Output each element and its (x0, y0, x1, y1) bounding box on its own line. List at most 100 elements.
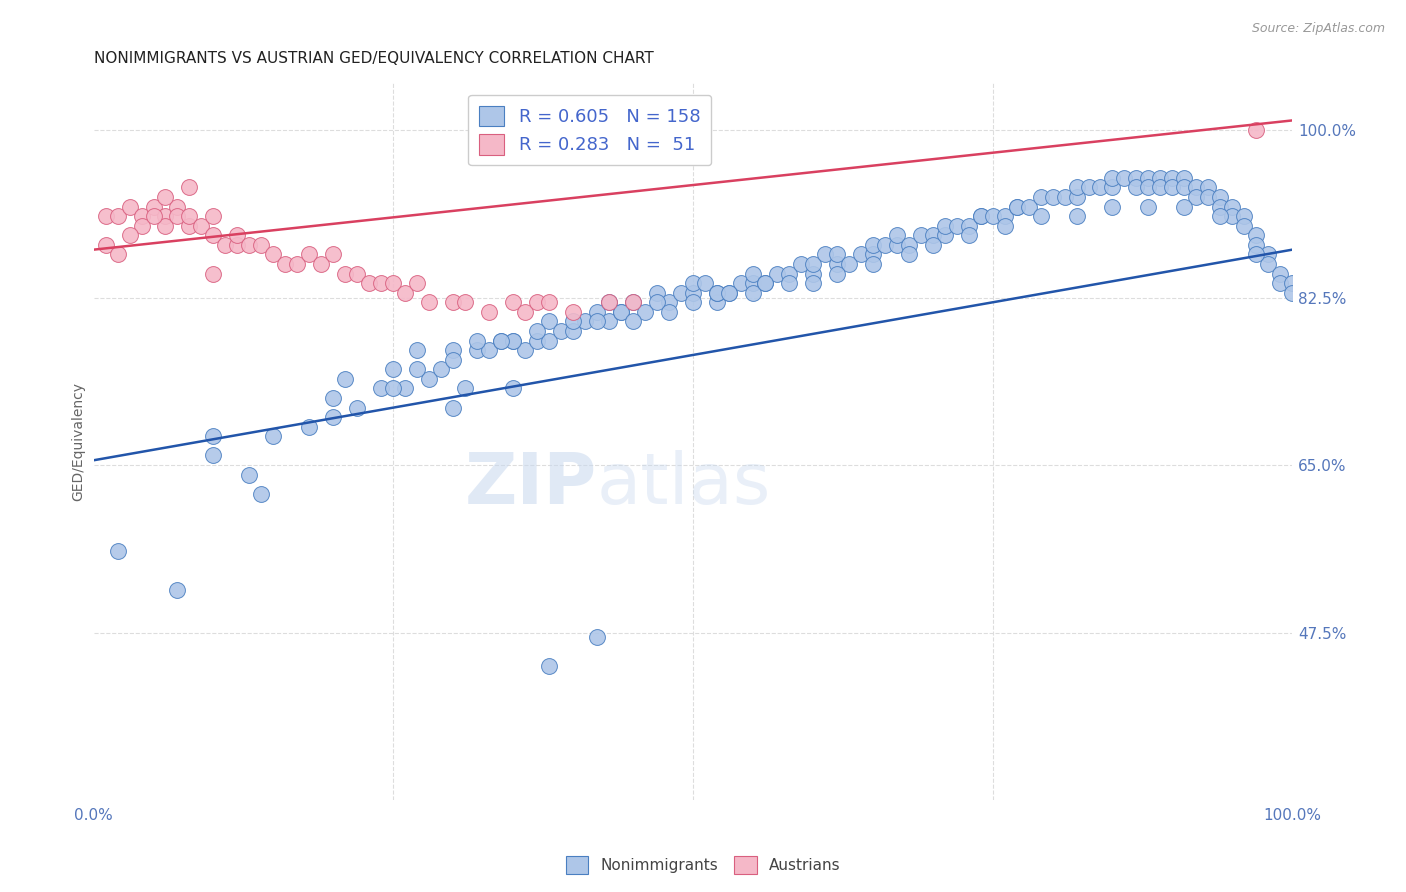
Point (562, 324, 585, 338)
Point (706, 285, 728, 300)
Point (1077, 180, 1099, 194)
Point (166, 200, 188, 214)
Point (682, 285, 704, 300)
Point (825, 267, 848, 281)
Legend: Nonimmigrants, Austrians: Nonimmigrants, Austrians (560, 850, 846, 880)
Point (706, 285, 728, 300)
Point (394, 285, 416, 300)
Point (1029, 209, 1052, 223)
Point (621, 295, 644, 310)
Point (346, 267, 368, 281)
Point (957, 228, 980, 243)
Point (1018, 200, 1040, 214)
Point (1114, 170, 1136, 185)
Point (502, 334, 524, 348)
Point (202, 267, 225, 281)
Point (621, 314, 644, 328)
Point (610, 305, 633, 319)
Point (226, 238, 249, 252)
Point (658, 295, 681, 310)
Point (1125, 170, 1147, 185)
Point (754, 276, 776, 290)
Point (754, 276, 776, 290)
Point (682, 295, 704, 310)
Point (994, 219, 1017, 233)
Point (538, 314, 561, 328)
Point (94, 209, 117, 223)
Point (838, 257, 860, 271)
Point (1042, 190, 1064, 204)
Point (418, 295, 440, 310)
Point (526, 334, 548, 348)
Point (730, 276, 752, 290)
Point (849, 247, 872, 261)
Point (645, 285, 668, 300)
Point (1246, 123, 1268, 137)
Point (406, 362, 429, 376)
Point (862, 238, 884, 252)
Point (478, 343, 501, 358)
Point (862, 257, 884, 271)
Point (441, 343, 464, 358)
Point (142, 200, 165, 214)
Y-axis label: GED/Equivalency: GED/Equivalency (72, 382, 86, 500)
Legend: R = 0.605   N = 158, R = 0.283   N =  51: R = 0.605 N = 158, R = 0.283 N = 51 (468, 95, 711, 165)
Point (778, 267, 800, 281)
Point (131, 209, 153, 223)
Point (202, 449, 225, 463)
Point (741, 276, 763, 290)
Point (634, 305, 657, 319)
Point (1053, 190, 1076, 204)
Point (873, 238, 896, 252)
Point (586, 631, 609, 645)
Point (658, 305, 681, 319)
Point (250, 238, 273, 252)
Point (382, 276, 405, 290)
Point (1173, 170, 1195, 185)
Point (1101, 200, 1123, 214)
Point (179, 180, 201, 194)
Point (1149, 180, 1171, 194)
Point (1149, 170, 1171, 185)
Point (562, 305, 585, 319)
Point (1185, 190, 1208, 204)
Point (598, 295, 620, 310)
Point (513, 305, 536, 319)
Point (406, 276, 429, 290)
Point (107, 209, 129, 223)
Point (1005, 200, 1028, 214)
Point (441, 352, 464, 367)
Point (465, 343, 488, 358)
Point (166, 582, 188, 597)
Point (934, 219, 956, 233)
Point (717, 285, 740, 300)
Point (526, 324, 548, 338)
Point (190, 219, 212, 233)
Point (1270, 267, 1292, 281)
Point (921, 228, 943, 243)
Point (1246, 247, 1268, 261)
Point (801, 257, 824, 271)
Point (669, 285, 692, 300)
Point (226, 228, 249, 243)
Point (741, 267, 763, 281)
Point (778, 276, 800, 290)
Point (131, 219, 153, 233)
Point (969, 209, 991, 223)
Text: ZIP: ZIP (465, 450, 598, 519)
Point (897, 247, 920, 261)
Point (202, 429, 225, 443)
Point (1101, 170, 1123, 185)
Point (155, 190, 177, 204)
Point (489, 334, 512, 348)
Point (921, 238, 943, 252)
Point (179, 219, 201, 233)
Point (562, 314, 585, 328)
Point (430, 362, 453, 376)
Point (1137, 200, 1160, 214)
Point (1161, 170, 1184, 185)
Point (454, 295, 477, 310)
Point (1137, 170, 1160, 185)
Point (801, 276, 824, 290)
Point (454, 382, 477, 396)
